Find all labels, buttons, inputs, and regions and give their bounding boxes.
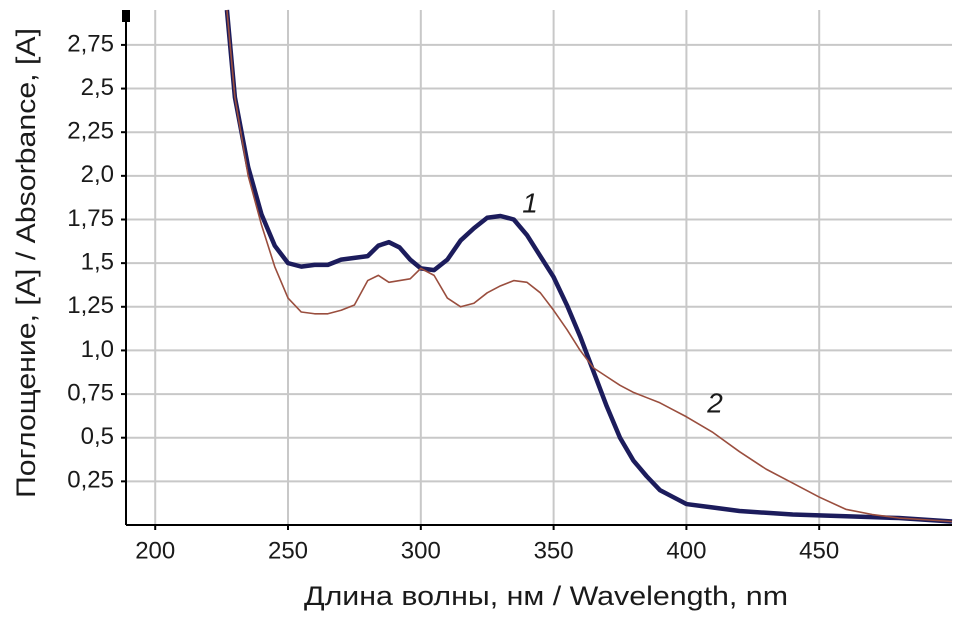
series-label: 1 xyxy=(522,187,538,218)
x-tick-label: 400 xyxy=(666,537,706,564)
y-tick-label: 2,75 xyxy=(67,30,114,57)
y-tick-label: 0,25 xyxy=(67,467,114,494)
x-axis-label: Длина волны, нм / Wavelength, nm xyxy=(304,581,788,611)
axis-marker xyxy=(122,10,130,22)
y-axis-label: Поглощение, [A] / Absorbance, [A] xyxy=(11,28,41,498)
x-tick-label: 450 xyxy=(799,537,839,564)
y-tick-label: 1,5 xyxy=(81,248,114,275)
x-tick-label: 350 xyxy=(534,537,574,564)
x-tick-label: 300 xyxy=(401,537,441,564)
y-tick-label: 2,0 xyxy=(81,161,114,188)
y-tick-label: 2,25 xyxy=(67,118,114,145)
y-tick-label: 1,0 xyxy=(81,336,114,363)
data-line xyxy=(224,9,953,524)
data-line xyxy=(226,9,953,523)
y-tick-label: 2,5 xyxy=(81,74,114,101)
y-tick-label: 1,75 xyxy=(67,205,114,232)
y-tick-label: 0,5 xyxy=(81,423,114,450)
x-tick-label: 200 xyxy=(135,537,175,564)
y-tick-label: 1,25 xyxy=(67,292,114,319)
x-tick-label: 250 xyxy=(268,537,308,564)
series-label: 2 xyxy=(706,387,723,418)
y-tick-label: 0,75 xyxy=(67,379,114,406)
